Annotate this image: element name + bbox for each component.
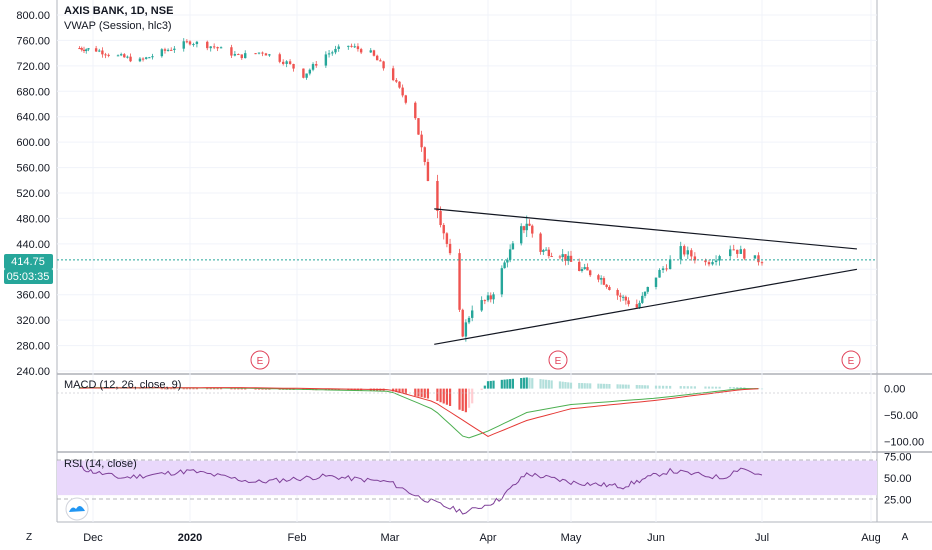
price-tick-label: 680.00 xyxy=(16,86,50,98)
last-price-label: 414.75 xyxy=(4,254,53,269)
macd-legend[interactable]: MACD (12, 26, close, 9) xyxy=(64,379,181,391)
price-tick-label: 320.00 xyxy=(16,315,50,327)
auto-scale-button[interactable]: A xyxy=(902,532,909,543)
price-tick-label: 720.00 xyxy=(16,61,50,73)
price-tick-label: 800.00 xyxy=(16,10,50,22)
macd-tick-label: −100.00 xyxy=(884,437,924,449)
triangle-upper-trendline[interactable] xyxy=(434,208,857,250)
earnings-marker[interactable]: E xyxy=(250,350,270,370)
earnings-marker[interactable]: E xyxy=(548,350,568,370)
price-tick-label: 760.00 xyxy=(16,35,50,47)
time-tick-label: 2020 xyxy=(178,532,202,544)
time-tick-label: Mar xyxy=(381,532,400,544)
price-tick-label: 280.00 xyxy=(16,341,50,353)
time-tick-label: Jul xyxy=(755,532,769,544)
price-tick-label: 640.00 xyxy=(16,112,50,124)
symbol-title[interactable]: AXIS BANK, 1D, NSE xyxy=(64,5,173,17)
macd-tick-label: 0.00 xyxy=(884,384,905,396)
macd-axis[interactable]: 0.00 −50.00 −100.00 xyxy=(884,384,924,449)
time-axis[interactable]: Dec 2020 Feb Mar Apr May Jun Jul Aug xyxy=(83,532,881,544)
price-tick-label: 360.00 xyxy=(16,290,50,302)
earnings-marker[interactable]: E xyxy=(841,350,861,370)
svg-text:E: E xyxy=(257,356,264,367)
price-tick-label: 240.00 xyxy=(16,366,50,378)
price-tick-label: 600.00 xyxy=(16,137,50,149)
tradingview-logo-icon[interactable] xyxy=(65,497,89,521)
svg-text:E: E xyxy=(848,356,855,367)
svg-text:E: E xyxy=(555,356,562,367)
time-tick-label: Jun xyxy=(647,532,665,544)
grid-lines xyxy=(57,0,877,522)
price-pane[interactable] xyxy=(57,0,877,373)
price-tick-label: 480.00 xyxy=(16,213,50,225)
time-tick-label: May xyxy=(561,532,582,544)
vwap-legend[interactable]: VWAP (Session, hlc3) xyxy=(64,20,172,32)
rsi-line xyxy=(79,465,763,515)
time-tick-label: Aug xyxy=(861,532,881,544)
last-price-value: 414.75 xyxy=(11,256,45,268)
rsi-axis[interactable]: 75.00 50.00 25.00 xyxy=(884,451,912,506)
countdown-value: 05:03:35 xyxy=(7,271,50,283)
price-tick-label: 440.00 xyxy=(16,239,50,251)
rsi-tick-label: 50.00 xyxy=(884,473,912,485)
price-tick-label: 520.00 xyxy=(16,188,50,200)
rsi-tick-label: 75.00 xyxy=(884,451,912,463)
rsi-band xyxy=(57,460,877,496)
rsi-legend[interactable]: RSI (14, close) xyxy=(64,458,137,470)
price-tick-label: 560.00 xyxy=(16,163,50,175)
triangle-lower-trendline[interactable] xyxy=(434,268,858,345)
price-axis[interactable]: 800.00 760.00 720.00 680.00 640.00 600.00 560.… xyxy=(16,10,50,378)
time-tick-label: Apr xyxy=(479,532,496,544)
time-tick-label: Feb xyxy=(288,532,307,544)
time-tick-label: Dec xyxy=(83,532,103,544)
countdown-label: 05:03:35 xyxy=(4,269,53,284)
macd-tick-label: −50.00 xyxy=(884,410,918,422)
macd-histogram xyxy=(78,377,764,413)
zoom-reset-button[interactable]: Z xyxy=(26,532,32,543)
macd-signal-line xyxy=(79,387,759,437)
rsi-tick-label: 25.00 xyxy=(884,494,912,506)
